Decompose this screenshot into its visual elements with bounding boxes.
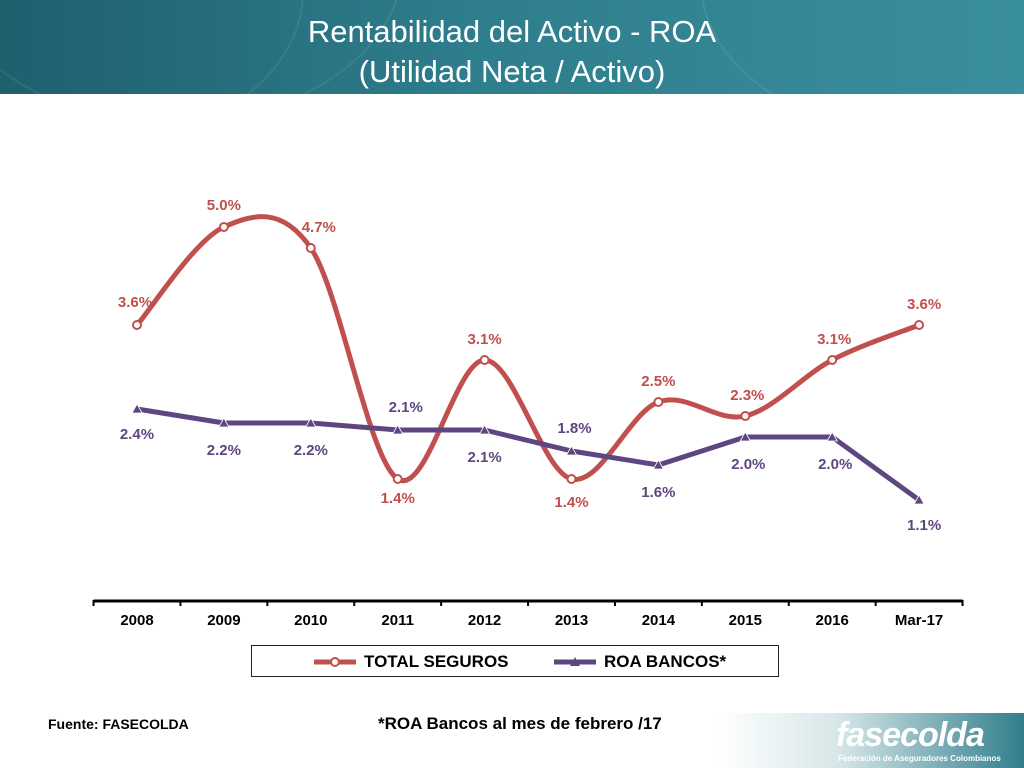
slide-subtitle: (Utilidad Neta / Activo) [358,54,666,89]
chart-legend: TOTAL SEGUROS ROA BANCOS* [251,645,779,677]
logo-tagline: Federación de Aseguradores Colombianos [838,754,1001,763]
slide-header: Rentabilidad del Activo - ROA (Utilidad … [0,0,1024,94]
data-label-roa-bancos: 2.0% [731,456,765,473]
point-marker-total-seguros [914,320,925,330]
data-label-roa-bancos: 1.1% [907,517,941,534]
data-label-total-seguros: 4.7% [302,219,336,236]
legend-swatch-roa-bancos [554,657,596,666]
series-line-roa-bancos [134,406,922,503]
point-marker-roa-bancos [478,424,491,435]
data-label-roa-bancos: 1.8% [557,420,591,437]
source-note: Fuente: FASECOLDA [48,716,189,732]
x-tick-label: 2013 [555,612,588,629]
point-marker-roa-bancos [913,494,925,505]
x-tick-label: 2016 [816,612,849,629]
data-label-total-seguros: 3.6% [907,296,941,313]
x-tick-label: 2010 [294,612,327,629]
fasecolda-logo: fasecolda Federación de Aseguradores Col… [832,716,1012,766]
x-axis: 2008 2009 2010 2011 2012 2013 2014 2015 2016 Mar-… [92,599,964,629]
point-marker-roa-bancos [218,417,230,428]
legend-label-total-seguros: TOTAL SEGUROS [364,652,509,671]
point-marker-total-seguros [392,474,403,484]
point-marker-roa-bancos [565,445,578,456]
data-label-roa-bancos: 2.2% [207,442,241,459]
point-marker-roa-bancos [652,459,665,470]
data-label-roa-bancos: 2.1% [389,399,423,416]
data-label-total-seguros: 3.1% [817,331,851,348]
data-labels: 3.6% 5.0% 4.7% 1.4% 3.1% 1.4% 2.5% 2.3% 3.1% 3.6%… [118,197,941,534]
point-marker-total-seguros [566,474,577,484]
data-label-total-seguros: 1.4% [554,494,588,511]
point-marker-total-seguros [479,355,490,365]
data-label-roa-bancos: 2.4% [120,426,154,443]
x-tick-label: 2008 [120,612,153,629]
point-marker-total-seguros [132,320,142,330]
data-label-total-seguros: 2.3% [730,387,764,404]
logo-wordmark: fasecolda [836,716,985,754]
series-lines [134,214,922,503]
point-marker-total-seguros [305,243,316,253]
legend-label-roa-bancos: ROA BANCOS* [604,652,727,671]
data-label-total-seguros: 2.5% [641,373,675,390]
point-marker-roa-bancos [826,431,838,442]
point-marker-total-seguros [653,397,664,407]
data-label-roa-bancos: 2.1% [467,449,501,466]
series-line-total-seguros [134,214,922,484]
point-marker-roa-bancos [131,403,143,414]
x-tick-label: 2009 [207,612,240,629]
line-chart: 2008 2009 2010 2011 2012 2013 2014 2015 2016 Mar-… [92,197,964,629]
slide-footer [0,713,1024,768]
data-label-roa-bancos: 2.0% [818,456,852,473]
legend-item-roa-bancos: ROA BANCOS* [552,650,726,674]
point-marker-total-seguros [740,411,751,421]
legend-item-total-seguros: TOTAL SEGUROS [312,650,509,674]
data-label-roa-bancos: 2.2% [294,442,328,459]
footnote: *ROA Bancos al mes de febrero /17 [378,714,662,733]
x-tick-label: 2011 [381,612,414,629]
slide-title: Rentabilidad del Activo - ROA [307,14,717,49]
legend-swatch-total-seguros [314,657,356,667]
point-marker-roa-bancos [392,424,404,435]
x-tick-label: 2015 [729,612,762,629]
point-marker-total-seguros [218,222,229,232]
series-markers [131,222,925,505]
x-tick-label: Mar-17 [895,612,943,629]
data-label-total-seguros: 1.4% [381,490,415,507]
data-label-roa-bancos: 1.6% [641,484,675,501]
data-label-total-seguros: 3.6% [118,294,152,311]
point-marker-roa-bancos [739,431,751,442]
data-label-total-seguros: 5.0% [207,197,241,214]
x-tick-label: 2014 [642,612,676,629]
point-marker-total-seguros [827,355,838,365]
x-tick-label: 2012 [468,612,501,629]
data-label-total-seguros: 3.1% [467,331,501,348]
point-marker-roa-bancos [305,417,317,428]
